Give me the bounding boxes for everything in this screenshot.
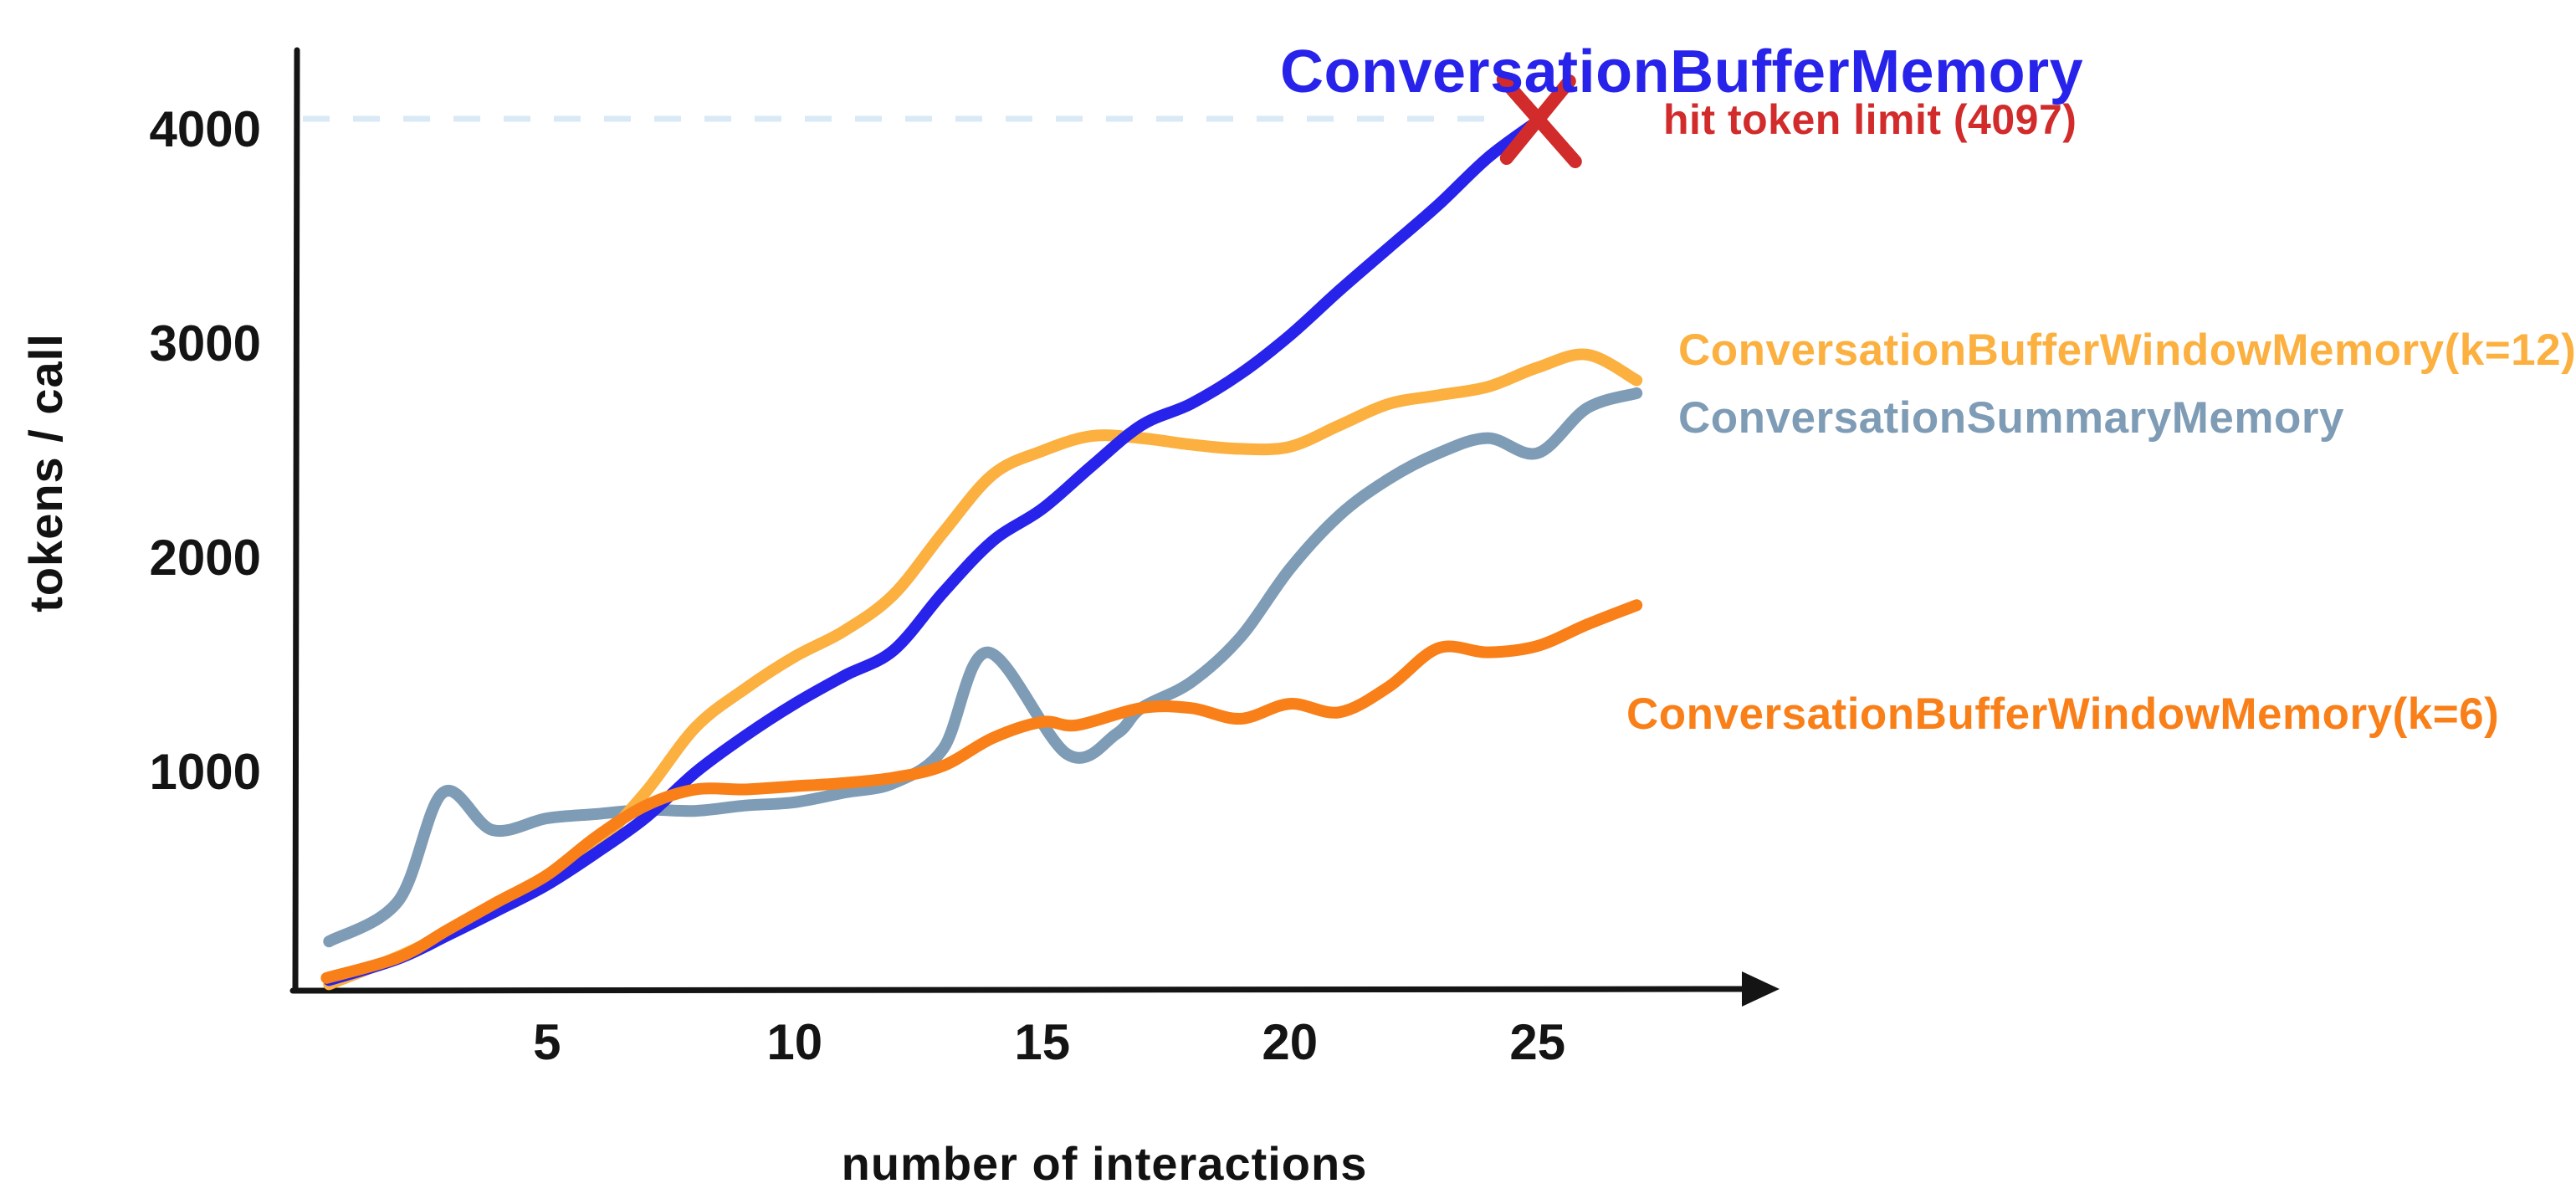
x-tick-label-20: 20 — [1262, 1014, 1319, 1070]
x-tick-label-15: 15 — [1014, 1014, 1071, 1070]
series-line-conversationbuffermemory — [323, 115, 1544, 986]
series-label-conversation-buffer-memory: ConversationBufferMemory — [1280, 38, 2084, 105]
y-tick-label-1000: 1000 — [149, 744, 261, 800]
x-axis-title: number of interactions — [841, 1137, 1368, 1190]
series-label-conversation-buffer-window-memory-k12: ConversationBufferWindowMemory(k=12) — [1678, 325, 2576, 375]
x-tick-label-25: 25 — [1509, 1014, 1566, 1070]
x-axis-arrowhead — [1742, 971, 1780, 1007]
x-marker — [1499, 74, 1576, 165]
x-tick-label-10: 10 — [766, 1014, 823, 1070]
y-axis-line — [292, 47, 300, 993]
token-limit-annotation: hit token limit (4097) — [1663, 96, 2077, 143]
series-line-conversationbufferwindowmemory-k-6 — [320, 599, 1643, 984]
series-label-conversation-buffer-window-memory-k6: ConversationBufferWindowMemory(k=6) — [1626, 689, 2500, 739]
x-axis-line — [289, 986, 1749, 994]
series-label-conversation-summary-memory: ConversationSummaryMemory — [1678, 393, 2344, 443]
y-tick-label-3000: 3000 — [149, 315, 261, 372]
y-tick-label-4000: 4000 — [149, 101, 261, 157]
series-line-conversationsummarymemory — [323, 387, 1643, 948]
y-tick-label-2000: 2000 — [149, 530, 261, 586]
x-tick-label-5: 5 — [533, 1014, 561, 1070]
